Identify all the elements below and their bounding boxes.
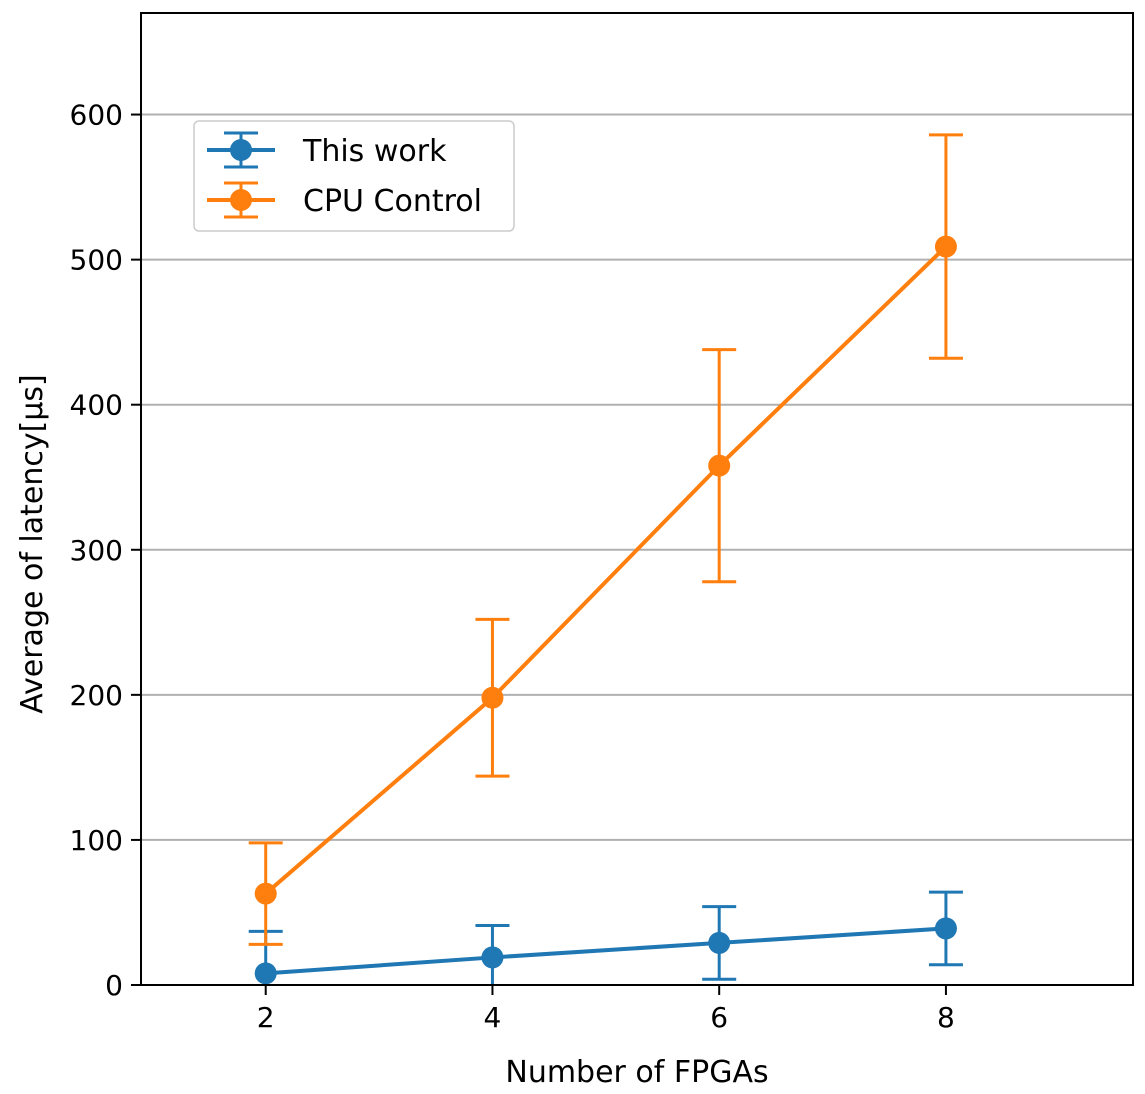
y-tick-label: 200 <box>70 679 123 712</box>
x-tick-label: 2 <box>257 1001 275 1034</box>
data-point <box>934 235 957 258</box>
data-point <box>934 917 957 940</box>
legend-label: This work <box>302 134 447 169</box>
legend-entry-this-work: This work <box>207 131 447 169</box>
series-cpu-control <box>248 133 963 946</box>
legend-marker <box>207 131 275 169</box>
x-axis-ticks: 2 4 6 8 <box>257 985 955 1034</box>
data-point <box>254 882 277 905</box>
data-point <box>481 946 504 969</box>
x-tick-label: 6 <box>710 1001 728 1034</box>
legend-point <box>230 189 252 211</box>
data-point <box>254 962 277 985</box>
data-point <box>481 686 504 709</box>
data-point <box>708 931 731 954</box>
legend-point <box>230 139 252 161</box>
legend: This work CPU Control <box>193 120 515 232</box>
series-layer <box>248 133 963 985</box>
x-tick-label: 4 <box>484 1001 502 1034</box>
y-tick-label: 100 <box>70 824 123 857</box>
plot-frame <box>140 12 1134 986</box>
series-line <box>265 926 947 976</box>
legend-label: CPU Control <box>303 184 482 219</box>
y-axis-label: Average of latency[µs] <box>15 374 50 714</box>
x-axis-label: Number of FPGAs <box>505 1055 768 1090</box>
y-axis-ticks: 0 100 200 300 400 500 600 <box>70 99 141 1002</box>
series-line <box>264 245 948 896</box>
data-point <box>708 454 731 477</box>
y-tick-label: 400 <box>70 389 123 422</box>
legend-marker <box>207 181 275 219</box>
x-tick-label: 8 <box>937 1001 955 1034</box>
y-tick-label: 600 <box>70 99 123 132</box>
y-tick-label: 500 <box>70 244 123 277</box>
legend-entry-cpu-control: CPU Control <box>207 181 482 219</box>
y-tick-label: 0 <box>105 969 123 1002</box>
series-this-work <box>248 890 963 985</box>
grid-lines <box>141 113 1133 986</box>
y-tick-label: 300 <box>70 534 123 567</box>
